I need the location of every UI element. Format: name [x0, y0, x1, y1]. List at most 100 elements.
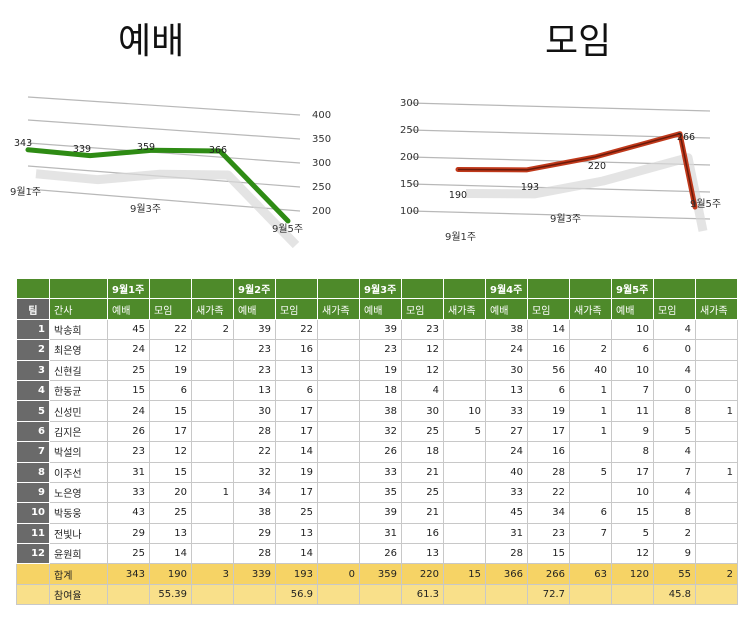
y-tick-label: 250 — [312, 182, 331, 193]
week-header-row: 9월1주 9월2주 9월3주 9월4주 9월5주 — [16, 277, 738, 300]
table-cell: 33 — [107, 481, 150, 504]
table-cell: 30 — [233, 400, 276, 422]
column-header: 새가족 — [569, 298, 612, 320]
table-row: 7 박설의 23 12 22 14 26 18 24 16 8 4 — [16, 441, 738, 463]
table-cell: 43 — [107, 502, 150, 524]
data-label: 366 — [209, 145, 227, 156]
total-cell: 220 — [401, 563, 444, 585]
table-cell: 4 — [653, 359, 696, 381]
table-cell — [695, 543, 738, 565]
table-cell — [317, 543, 360, 565]
table-cell: 4 — [653, 441, 696, 463]
leader-name: 이주선 — [49, 461, 108, 483]
column-header: 예배 — [107, 298, 150, 320]
table-cell: 40 — [569, 359, 612, 381]
table-cell: 15 — [107, 379, 150, 402]
table-cell: 5 — [443, 420, 486, 443]
total-cell: 190 — [149, 563, 192, 585]
leader-name: 전빛나 — [49, 522, 108, 545]
header-blank — [49, 277, 108, 300]
table-cell — [443, 522, 486, 545]
table-cell: 13 — [275, 522, 318, 545]
rate-cell — [317, 583, 360, 606]
table-cell: 14 — [149, 543, 192, 565]
table-cell: 4 — [653, 318, 696, 341]
table-cell — [317, 379, 360, 402]
table-cell — [191, 420, 234, 443]
table-row: 12 윤원희 25 14 28 14 26 13 28 15 12 9 — [16, 543, 738, 565]
rate-label: 참여율 — [49, 583, 108, 606]
y-tick-label: 100 — [400, 206, 419, 217]
column-header: 모임 — [527, 298, 570, 320]
team-number: 2 — [16, 339, 50, 361]
table-cell: 15 — [149, 461, 192, 483]
table-cell: 12 — [611, 543, 654, 565]
leader-name: 한동균 — [49, 379, 108, 402]
table-cell: 12 — [401, 359, 444, 381]
table-cell — [191, 400, 234, 422]
table-cell: 23 — [233, 359, 276, 381]
table-cell: 10 — [611, 359, 654, 381]
data-label: 220 — [588, 161, 606, 172]
column-header: 예배 — [233, 298, 276, 320]
rate-cell — [569, 583, 612, 606]
team-number: 3 — [16, 359, 50, 381]
rate-cell: 55.39 — [149, 583, 192, 606]
column-header-row: 팀 간사 예배 모임 새가족 예배 모임 새가족 예배 모임 새가족 예배 모임 새가족 예배 모임 새가족 — [16, 298, 738, 320]
table-cell: 12 — [149, 441, 192, 463]
table-cell: 40 — [485, 461, 528, 483]
table-cell: 7 — [569, 522, 612, 545]
table-cell — [695, 420, 738, 443]
team-number: 8 — [16, 461, 50, 483]
table-cell: 20 — [149, 481, 192, 504]
rate-cell — [695, 583, 738, 606]
table-cell: 9 — [611, 420, 654, 443]
data-label: 359 — [137, 142, 155, 153]
table-cell — [191, 379, 234, 402]
table-cell: 2 — [653, 522, 696, 545]
table-cell — [191, 543, 234, 565]
table-cell: 23 — [359, 339, 402, 361]
table-cell — [443, 339, 486, 361]
series-shadow — [35, 169, 300, 249]
total-cell: 3 — [191, 563, 234, 585]
attendance-table: 9월1주 9월2주 9월3주 9월4주 9월5주 팀 간사 예배 모임 새가족 예배 모임 새가족 예배 모… — [16, 277, 738, 606]
rate-cell — [485, 583, 528, 606]
y-tick-label: 150 — [400, 179, 419, 190]
team-number: 10 — [16, 502, 50, 524]
table-cell: 25 — [107, 359, 150, 381]
y-tick-label: 250 — [400, 125, 419, 136]
table-cell: 4 — [653, 481, 696, 504]
table-cell — [317, 318, 360, 341]
total-cell: 359 — [359, 563, 402, 585]
table-cell — [443, 481, 486, 504]
rate-cell — [191, 583, 234, 606]
table-cell: 33 — [485, 481, 528, 504]
team-number: 9 — [16, 481, 50, 504]
column-header: 간사 — [49, 298, 108, 320]
week-label: 9월2주 — [233, 277, 276, 300]
table-cell — [695, 379, 738, 402]
table-cell: 22 — [527, 481, 570, 504]
table-cell — [317, 420, 360, 443]
chart-title-meeting: 모임 — [545, 21, 612, 62]
data-label: 190 — [449, 190, 467, 201]
table-cell — [695, 522, 738, 545]
table-cell: 27 — [485, 420, 528, 443]
leader-name: 노은영 — [49, 481, 108, 504]
data-label: 343 — [14, 138, 32, 149]
table-cell: 4 — [401, 379, 444, 402]
table-cell — [569, 481, 612, 504]
table-cell: 5 — [653, 420, 696, 443]
total-cell: 193 — [275, 563, 318, 585]
table-cell: 26 — [359, 441, 402, 463]
table-cell: 5 — [611, 522, 654, 545]
leader-name: 박송희 — [49, 318, 108, 341]
table-cell: 13 — [401, 543, 444, 565]
table-cell: 23 — [233, 339, 276, 361]
header-blank — [191, 277, 234, 300]
table-cell: 39 — [233, 318, 276, 341]
table-cell: 8 — [653, 400, 696, 422]
table-cell: 24 — [107, 339, 150, 361]
header-blank — [16, 277, 50, 300]
